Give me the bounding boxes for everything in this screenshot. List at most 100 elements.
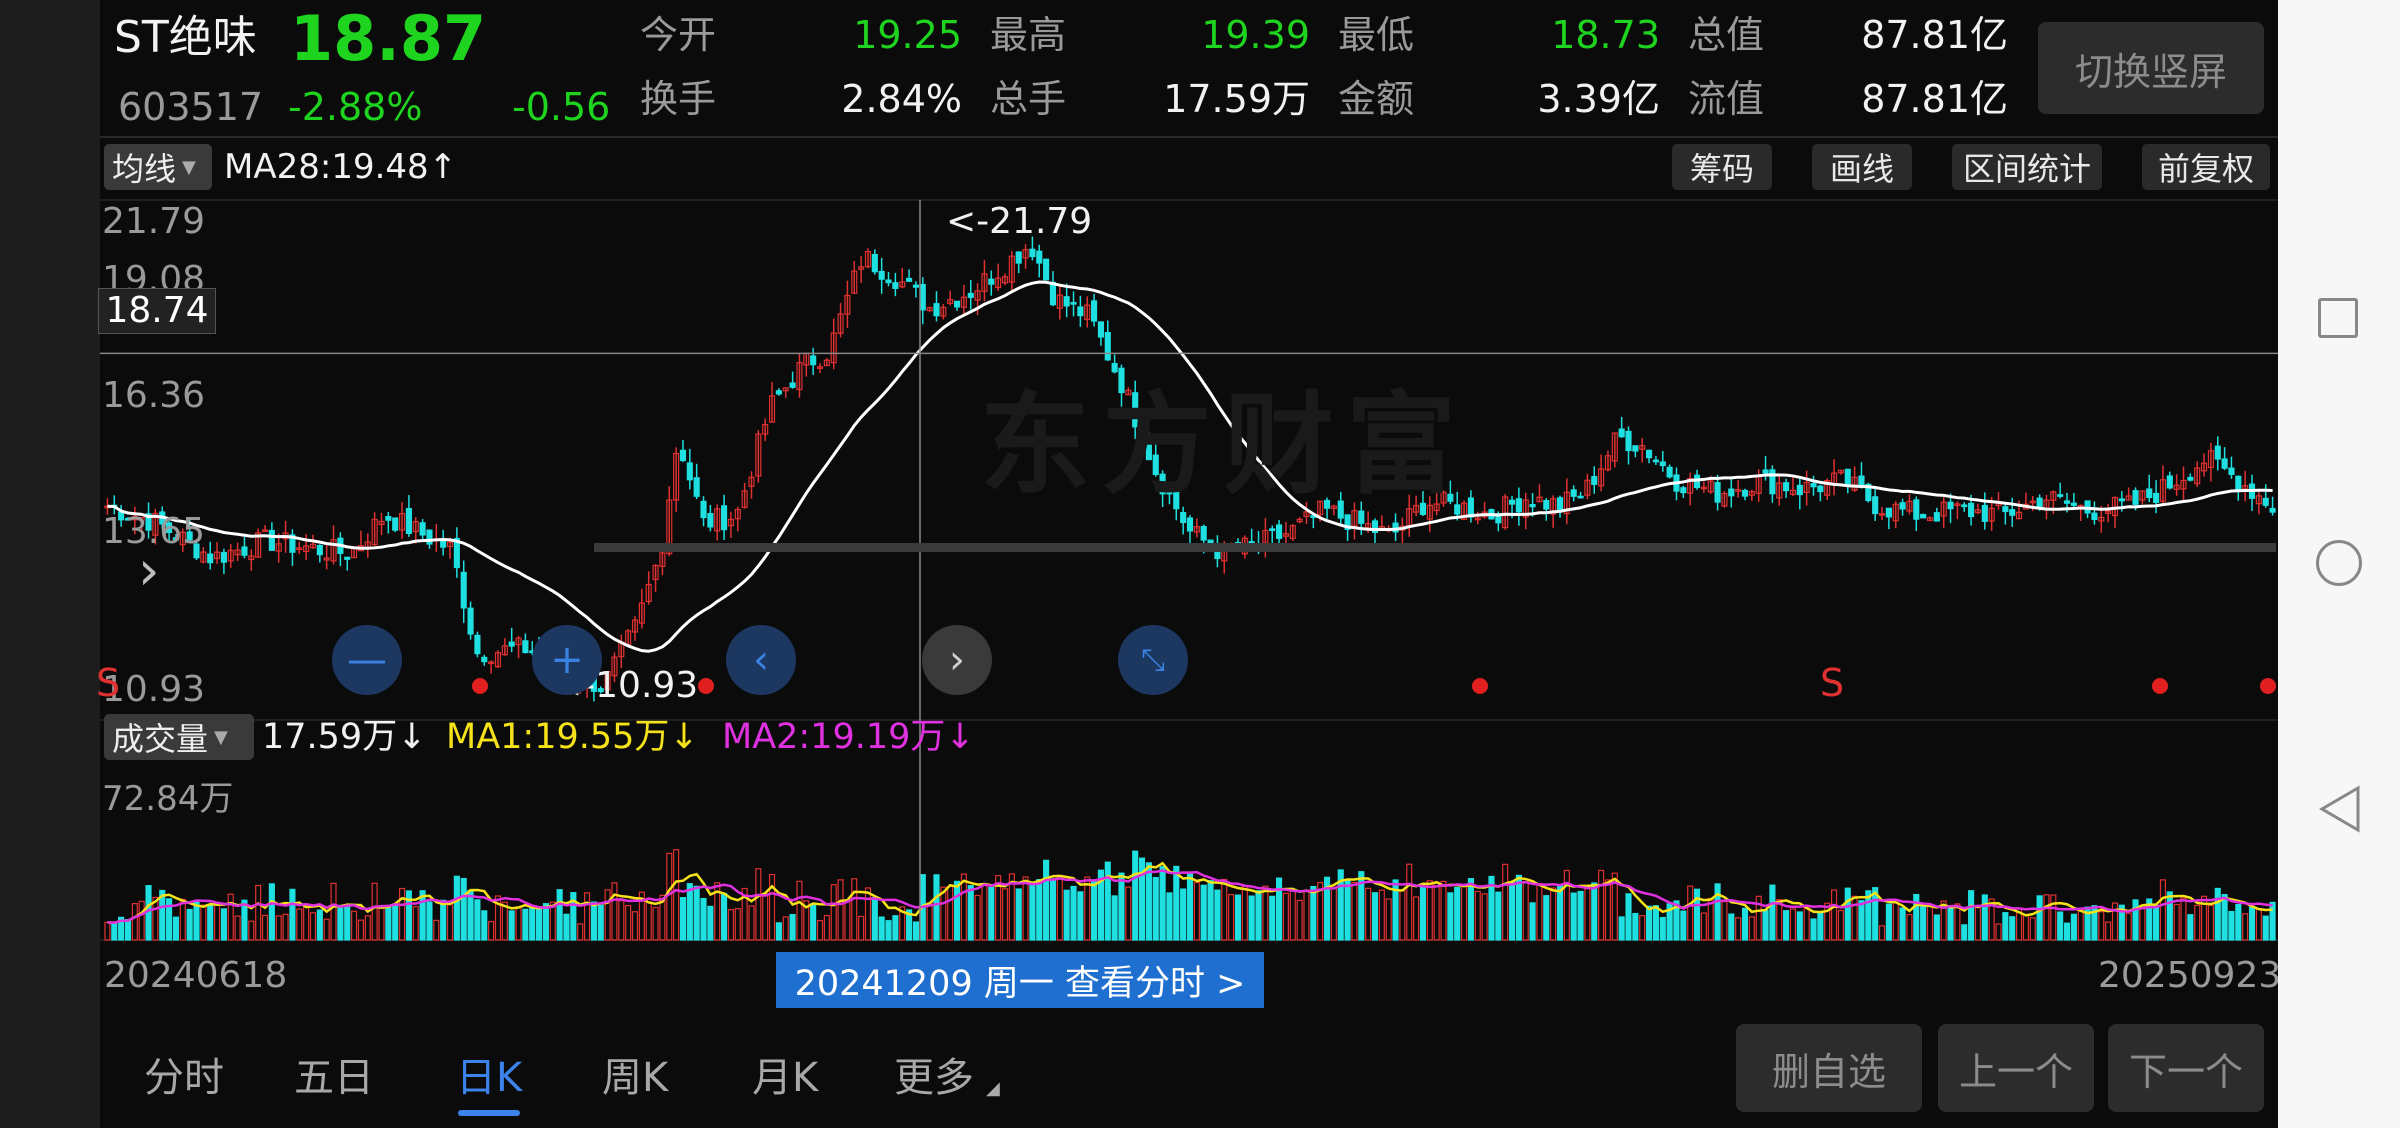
volume-bar	[1721, 901, 1728, 941]
candle-body	[248, 555, 255, 561]
volume-bar	[282, 913, 289, 941]
candle-body	[878, 270, 885, 280]
candle-body	[1536, 496, 1543, 503]
candle-body	[1556, 497, 1564, 511]
switch-portrait-button[interactable]: 切换竖屏	[2038, 22, 2264, 114]
draw-line-button[interactable]: 画线	[1812, 144, 1912, 190]
next-arrow-icon[interactable]: ›	[922, 625, 992, 695]
volume-bar	[2050, 894, 2057, 941]
candle-body	[1817, 485, 1824, 493]
volume-bar	[1440, 880, 1447, 941]
tab-daily-k[interactable]: 日K	[456, 1055, 523, 1101]
next-stock-button[interactable]: 下一个	[2108, 1024, 2264, 1112]
candle-body	[796, 362, 803, 391]
volume-bar	[179, 898, 186, 941]
y-label: 10.93	[102, 669, 206, 710]
volume-bar	[2194, 904, 2201, 941]
candle-body	[193, 543, 200, 559]
candle-body	[1598, 468, 1605, 487]
candle-body	[645, 583, 652, 603]
signal-dot	[1472, 678, 1488, 694]
kline-chart[interactable]	[100, 0, 2278, 1128]
candle-body	[1433, 503, 1440, 512]
volume-bar	[2262, 915, 2269, 941]
candle-body	[2166, 475, 2173, 489]
volume-bar	[330, 882, 337, 941]
ma-selector-label: 均线	[112, 150, 177, 188]
volume-max-label: 72.84万	[102, 779, 234, 819]
candle-body	[686, 462, 693, 481]
volume-bar	[1228, 893, 1235, 941]
volume-bar	[378, 907, 385, 941]
collapse-icon[interactable]: ⤡	[1118, 625, 1188, 695]
chip-button[interactable]: 筹码	[1672, 144, 1772, 190]
volume-bar	[933, 874, 940, 941]
stat-label: 最高	[990, 13, 1067, 57]
previous-stock-button[interactable]: 上一个	[1938, 1024, 2094, 1112]
volume-bar	[707, 905, 714, 941]
tab-monthly-k[interactable]: 月K	[752, 1055, 819, 1101]
forward-adjust-button[interactable]: 前复权	[2142, 144, 2270, 190]
zoom-in-icon[interactable]: +	[532, 625, 602, 695]
volume-bar	[1413, 896, 1420, 941]
candle-body	[638, 602, 645, 624]
volume-bar	[1337, 869, 1344, 941]
remove-favorite-button[interactable]: 删自选	[1736, 1024, 1922, 1112]
volume-bar	[837, 879, 844, 941]
volume-bar	[1289, 889, 1296, 941]
volume-bar	[2036, 895, 2043, 941]
candle-body	[488, 661, 495, 665]
candle-body	[1413, 504, 1420, 513]
volume-bar	[364, 915, 371, 941]
candle-body	[268, 529, 275, 551]
candle-body	[1604, 455, 1612, 471]
stat-value: 87.81亿	[1861, 77, 2008, 121]
recent-apps-icon[interactable]	[2318, 298, 2358, 338]
candle-body	[1043, 258, 1050, 281]
back-icon[interactable]	[2316, 784, 2362, 834]
volume-bar	[1111, 895, 1118, 941]
candle-body	[1892, 503, 1899, 522]
view-intraday-link[interactable]: 20241209 周一 查看分时 >	[776, 952, 1264, 1008]
prev-arrow-icon[interactable]: ‹	[726, 625, 796, 695]
candle-body	[960, 296, 967, 308]
candle-body	[2139, 490, 2146, 501]
volume-bar	[1878, 925, 1886, 941]
candle-body	[995, 277, 1002, 289]
tab-weekly-k[interactable]: 周K	[602, 1055, 669, 1101]
candle-body	[1632, 445, 1639, 452]
volume-bar	[152, 896, 159, 941]
candle-body	[1858, 475, 1865, 487]
candle-body	[823, 359, 830, 367]
tab-intraday[interactable]: 分时	[144, 1055, 224, 1101]
tab-more[interactable]: 更多	[894, 1055, 974, 1101]
volume-bar	[2009, 916, 2016, 941]
volume-bar	[515, 906, 522, 941]
volume-bar	[1954, 903, 1961, 941]
candle-body	[2255, 495, 2262, 505]
candle-body	[1906, 500, 1913, 512]
volume-bar	[2091, 905, 2098, 941]
candle-body	[152, 512, 159, 536]
volume-selector[interactable]: 成交量 ▼	[104, 714, 254, 760]
candle-body	[762, 424, 769, 435]
volume-bar	[748, 905, 755, 941]
range-stats-button[interactable]: 区间统计	[1952, 144, 2102, 190]
expand-left-icon[interactable]: ›	[138, 539, 160, 602]
candle-body	[1173, 489, 1180, 510]
ma-selector[interactable]: 均线 ▼	[104, 144, 212, 190]
volume-bar	[1810, 918, 1817, 941]
zoom-out-icon[interactable]: —	[332, 625, 402, 695]
volume-bar	[1550, 887, 1557, 941]
tab-five-day[interactable]: 五日	[294, 1055, 374, 1101]
volume-bar	[1323, 876, 1331, 941]
candle-body	[700, 500, 707, 519]
dropdown-arrow-icon: ▼	[214, 726, 228, 748]
volume-bar	[392, 903, 399, 941]
candle-body	[1036, 250, 1043, 264]
volume-bar	[864, 887, 872, 941]
candle-body	[275, 543, 282, 552]
candle-body	[467, 607, 474, 635]
volume-bar	[1063, 889, 1070, 941]
home-icon[interactable]	[2316, 540, 2362, 586]
